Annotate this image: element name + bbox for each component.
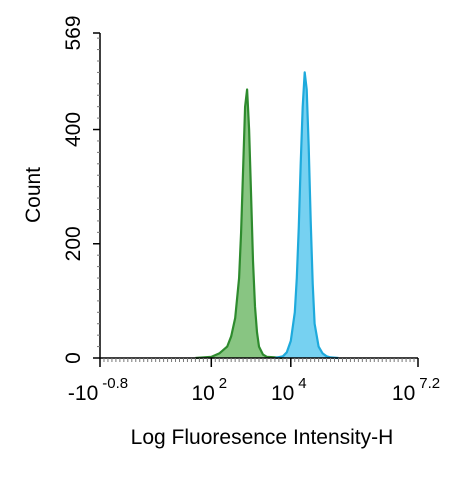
y-tick-label: 400 [62, 112, 85, 147]
plot-area [195, 71, 339, 360]
series-1-area [195, 89, 283, 358]
y-axis-label: Count [22, 167, 45, 223]
y-tick-label: 569 [62, 15, 85, 50]
x-axis-label: Log Fluoresence Intensity-H [131, 426, 394, 449]
series-2-area [274, 72, 339, 359]
x-tick-label: 10 2 [191, 375, 227, 405]
x-tick-label: 10 7.2 [392, 375, 440, 405]
x-tick-label: -10 -0.8 [68, 375, 128, 405]
series-2-line [274, 71, 339, 360]
series-1-line [195, 88, 283, 360]
y-tick-label: 0 [62, 352, 85, 364]
x-tick-label: 10 4 [271, 375, 307, 405]
y-tick-label: 200 [62, 226, 85, 261]
axes: 0 200 400 569 -10 -0.8 10 2 10 4 10 7.2 [62, 15, 440, 405]
